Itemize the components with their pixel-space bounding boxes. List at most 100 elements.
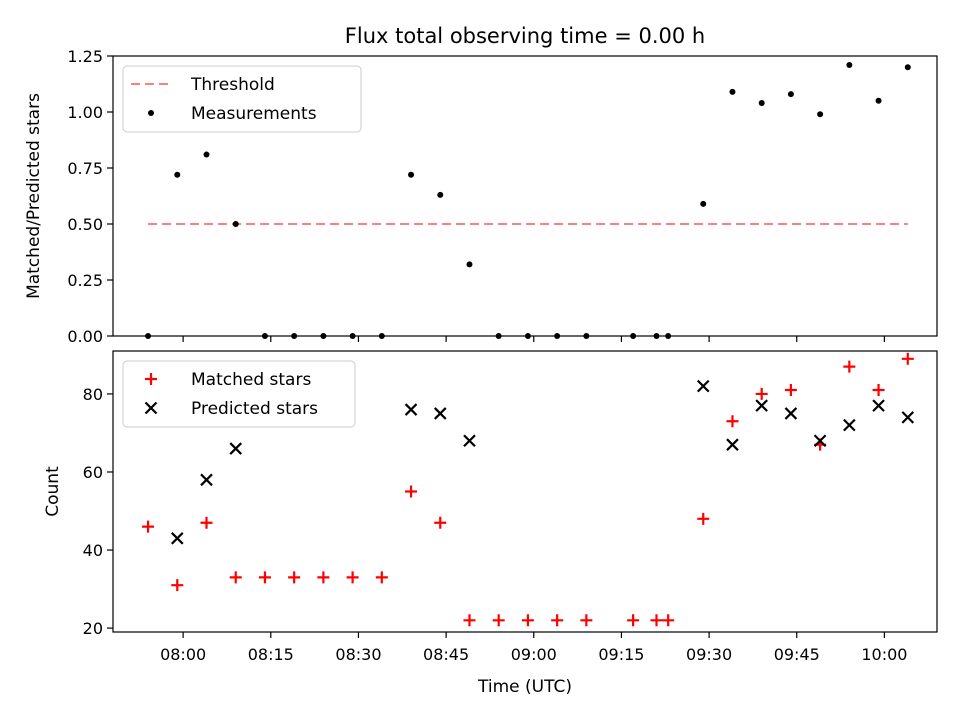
measurement-point <box>904 64 911 71</box>
figure-title: Flux total observing time = 0.00 h <box>345 24 705 48</box>
legend-matched-swatch <box>145 373 157 385</box>
predicted-stars-point <box>726 438 739 451</box>
legend-box <box>122 65 362 133</box>
plot-frame <box>112 350 938 633</box>
measurement-point <box>261 333 268 339</box>
matched-stars-point <box>434 516 447 529</box>
matched-stars-point <box>843 360 856 373</box>
measurement-point <box>203 151 210 158</box>
matched-stars-point <box>650 614 663 627</box>
predicted-stars-point <box>463 434 476 448</box>
y-tick-label: 0.50 <box>67 215 103 234</box>
matched-stars-point <box>317 571 330 584</box>
measurement-point <box>583 333 590 339</box>
y-tick-label: 80 <box>83 385 103 404</box>
y-tick-label: 1.00 <box>67 103 103 122</box>
predicted-stars-point <box>404 403 418 416</box>
predicted-stars-point <box>813 434 827 448</box>
matched-stars-point <box>171 579 184 592</box>
measurement-point <box>787 91 794 98</box>
matched-stars-point <box>784 384 797 397</box>
measurement-point <box>437 191 444 198</box>
predicted-stars-point <box>843 418 856 432</box>
matched-stars-point <box>258 571 271 584</box>
matched-stars-point <box>726 415 739 428</box>
matched-stars-point <box>551 614 564 627</box>
y-tick-label: 40 <box>83 541 103 560</box>
legend-predicted-swatch <box>144 401 158 415</box>
x-tick-label: 08:15 <box>248 645 294 664</box>
legend-label: Threshold <box>190 75 275 95</box>
measurement-point <box>665 333 672 339</box>
matched-stars-point <box>662 614 675 627</box>
matched-stars-point <box>755 387 768 400</box>
matched-stars-point <box>872 384 885 397</box>
y-axis-label: Matched/Predicted stars <box>24 93 44 299</box>
predicted-stars-point <box>755 399 768 412</box>
measurement-point <box>524 333 531 339</box>
legend-label: Matched stars <box>191 370 311 390</box>
predicted-stars-point <box>171 532 184 545</box>
measurement-point <box>817 111 824 118</box>
measurement-point <box>320 333 327 339</box>
measurement-point <box>700 200 707 207</box>
measurement-point <box>846 61 853 68</box>
matched-stars-point <box>375 571 388 584</box>
measurement-point <box>232 221 239 227</box>
measurement-point <box>408 171 415 178</box>
x-tick-label: 09:30 <box>686 645 732 664</box>
measurement-point <box>875 97 882 104</box>
measurement-point <box>349 333 356 339</box>
predicted-stars-point <box>433 407 447 420</box>
measurement-point <box>466 261 473 268</box>
x-tick-label: 09:00 <box>511 645 557 664</box>
measurement-point <box>495 333 502 339</box>
y-tick-label: 20 <box>83 619 103 638</box>
y-tick-label: 0.25 <box>67 271 103 290</box>
measurement-point <box>378 333 385 339</box>
count-panel: 20 40 60 80 08:00 08:15 08:30 08:45 09:00 09:15 09… <box>43 350 938 664</box>
matched-stars-point <box>521 614 534 627</box>
x-tick-label: 08:00 <box>160 645 206 664</box>
matched-stars-point <box>346 571 359 584</box>
matched-stars-point <box>229 571 242 584</box>
measurement-point <box>554 333 561 339</box>
legend-label: Measurements <box>191 104 317 124</box>
x-tick-label: 10:00 <box>861 645 907 664</box>
measurement-point <box>174 171 181 178</box>
x-axis-label: Time (UTC) <box>477 677 572 697</box>
y-tick-label: 0.75 <box>67 159 103 178</box>
legend-measurement-swatch <box>148 110 154 116</box>
y-tick-label: 0.00 <box>67 327 103 346</box>
matched-stars-point <box>901 352 914 365</box>
measurement-point <box>145 333 152 339</box>
predicted-stars-point <box>872 399 885 412</box>
predicted-stars-point <box>784 407 798 420</box>
ratio-panel: 0.00 0.25 0.50 0.75 1.00 1.25 Matched/Predicte… <box>24 47 938 346</box>
measurement-point <box>291 333 298 339</box>
matched-stars-point <box>627 614 640 627</box>
legend-label: Predicted stars <box>191 399 318 419</box>
matched-stars-point <box>697 512 710 525</box>
x-tick-label: 08:30 <box>335 645 381 664</box>
matched-stars-point <box>463 614 476 627</box>
matched-stars-point <box>405 485 418 498</box>
predicted-stars-point <box>229 442 243 455</box>
predicted-stars-point <box>901 411 915 424</box>
y-tick-label: 1.25 <box>67 47 103 66</box>
predicted-stars-point <box>200 473 213 487</box>
measurement-point <box>630 333 637 339</box>
measurement-point <box>729 88 736 95</box>
measurement-point <box>653 333 660 339</box>
matched-stars-point <box>580 614 593 627</box>
matched-stars-point <box>288 571 301 584</box>
y-tick-label: 60 <box>83 463 103 482</box>
predicted-stars-point <box>696 379 710 393</box>
y-axis-label: Count <box>43 466 63 517</box>
matched-stars-point <box>200 516 213 529</box>
x-tick-label: 08:45 <box>423 645 469 664</box>
measurement-point <box>758 100 765 107</box>
matched-stars-point <box>142 520 155 533</box>
x-tick-label: 09:45 <box>774 645 820 664</box>
